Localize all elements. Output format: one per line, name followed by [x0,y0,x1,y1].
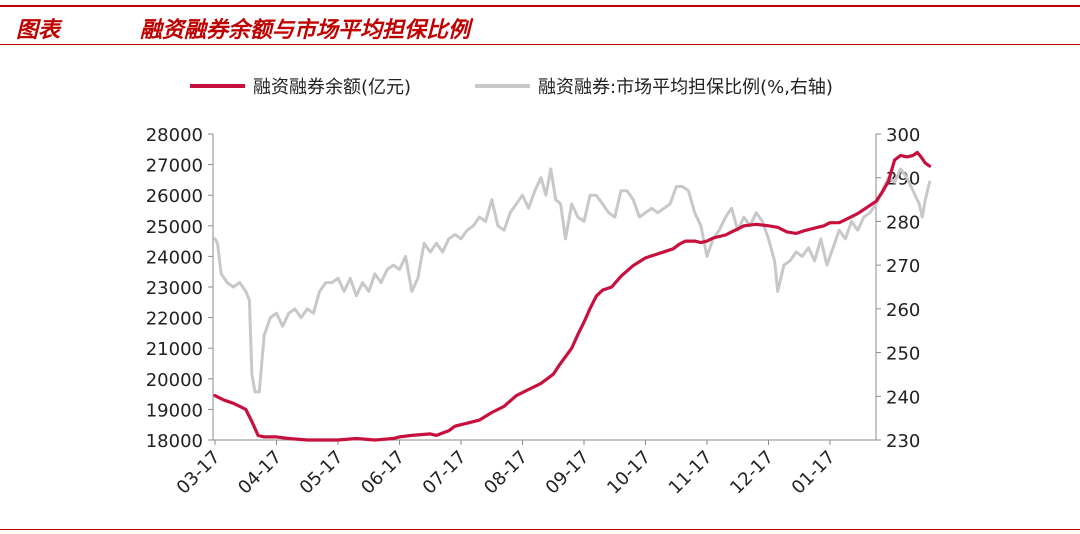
right-tick-label: 280 [886,212,920,233]
left-tick-label: 19000 [146,400,203,421]
x-tick-label: 10-17 [603,447,655,499]
x-tick-label: 12-17 [726,447,778,499]
x-tick-label: 11-17 [665,447,717,499]
right-tick-label: 300 [886,125,920,146]
right-tick-label: 240 [886,387,920,408]
left-tick-label: 21000 [146,339,203,360]
left-tick-label: 25000 [146,217,203,238]
footer-rule [0,529,1080,530]
right-tick-label: 290 [886,169,920,190]
series-line-margin-balance [213,150,932,442]
x-tick-label: 05-17 [296,447,348,499]
figure-title: 融资融券余额与市场平均担保比例 [140,18,471,43]
right-tick-label: 260 [886,300,920,321]
legend: 融资融券余额(亿元) 融资融券:市场平均担保比例(%,右轴) [190,77,833,98]
left-tick-label: 22000 [146,309,203,330]
right-tick-label: 250 [886,344,920,365]
right-tick-label: 230 [886,431,920,452]
left-tick-label: 23000 [146,278,203,299]
x-tick-label: 09-17 [542,447,594,499]
x-tick-label: 08-17 [480,447,532,499]
figure-header: 图表 融资融券余额与市场平均担保比例 [0,0,1080,48]
x-tick-label: 07-17 [419,447,471,499]
left-tick-label: 26000 [146,186,203,207]
x-tick-label: 04-17 [234,447,286,499]
left-tick-label: 28000 [146,125,203,146]
left-tick-label: 27000 [146,156,203,177]
right-tick-label: 270 [886,256,920,277]
figure-label: 图表 [16,18,61,43]
header-top-rule [0,5,1080,7]
series-line-guarantee-ratio [213,167,932,394]
x-tick-label: 06-17 [357,447,409,499]
series [213,150,932,442]
left-tick-label: 18000 [146,431,203,452]
legend-label-guarantee-ratio: 融资融券:市场平均担保比例(%,右轴) [538,77,833,98]
left-tick-label: 24000 [146,247,203,268]
x-tick-label: 03-17 [173,447,225,499]
legend-label-margin-balance: 融资融券余额(亿元) [253,77,411,98]
left-tick-label: 20000 [146,370,203,391]
header-bottom-rule [0,44,1080,45]
axes: 18000 19000 20000 21000 22000 23000 24000 25000… [146,125,921,499]
x-tick-label: 01-17 [788,447,840,499]
